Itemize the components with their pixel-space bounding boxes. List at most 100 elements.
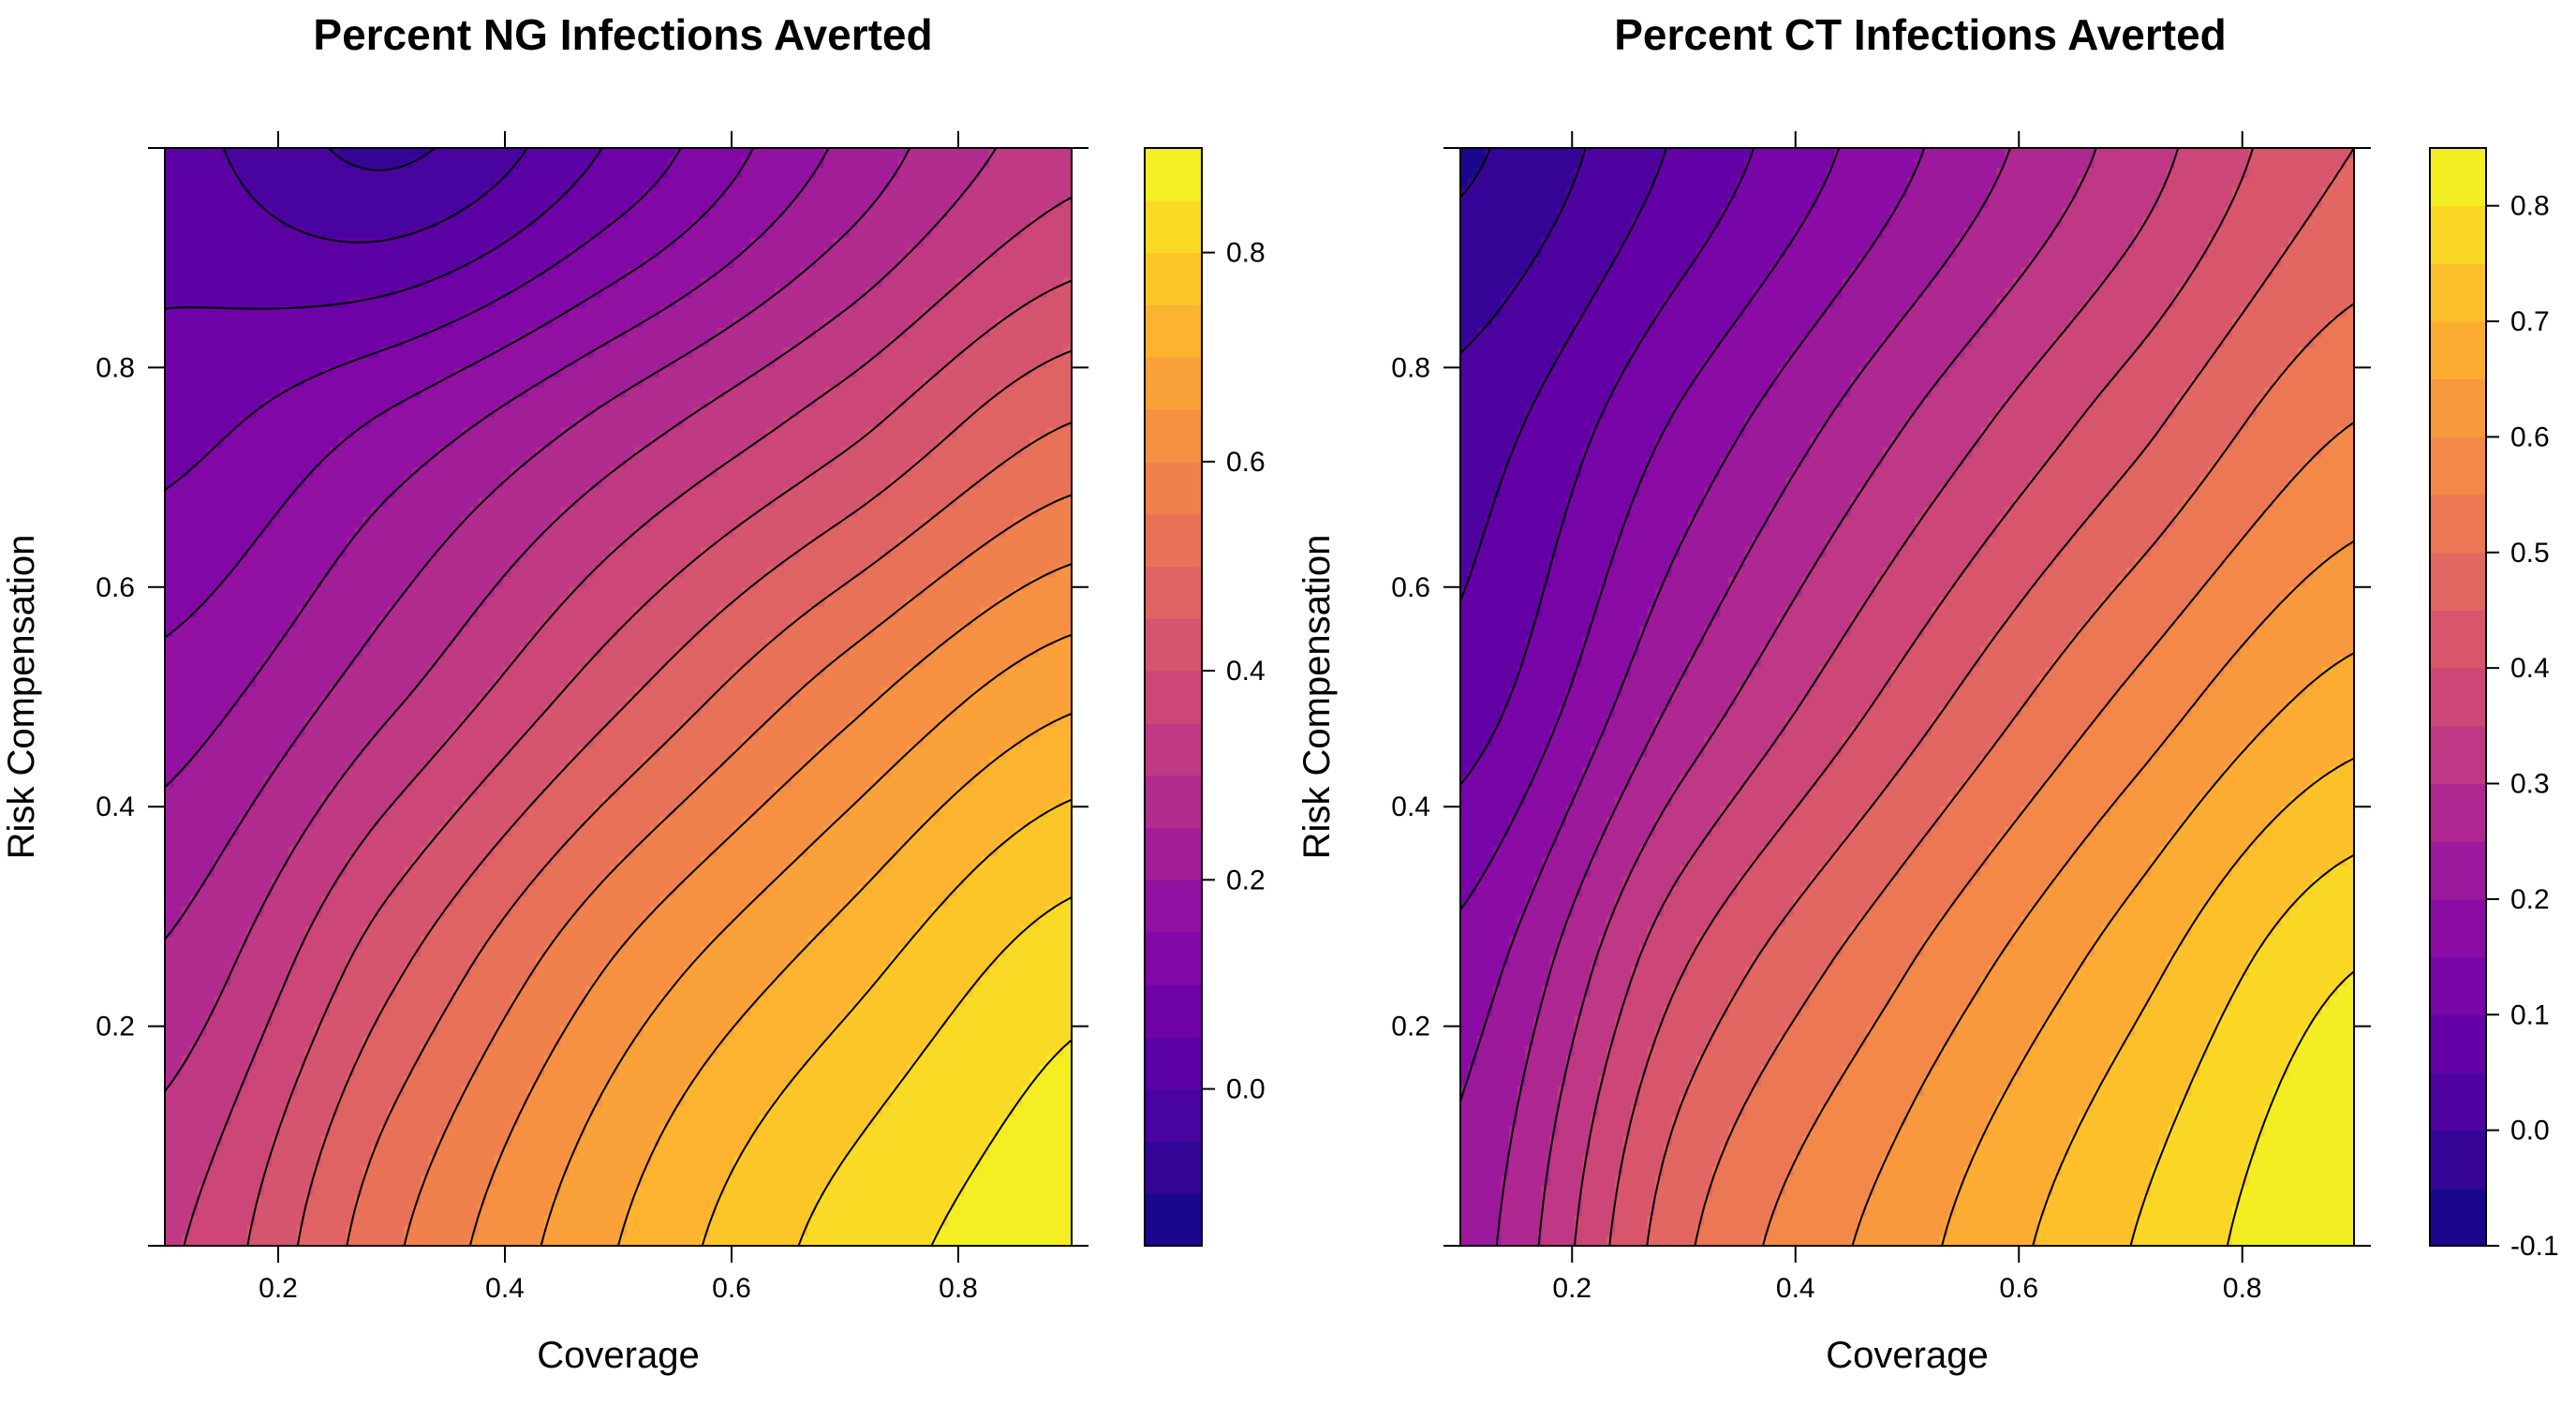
contour-cell [998, 437, 1006, 448]
contour-cell [404, 437, 412, 448]
contour-cell [503, 158, 511, 169]
contour-cell [189, 238, 198, 248]
contour-cell [297, 508, 305, 518]
contour-cell [594, 178, 602, 188]
contour-cell [890, 218, 898, 229]
contour-cell [643, 508, 651, 518]
contour-cell [709, 158, 718, 169]
contour-cell [1055, 268, 1063, 278]
contour-cell [965, 497, 973, 508]
contour-cell [890, 158, 898, 169]
contour-cell [965, 218, 973, 229]
contour-cell [924, 348, 932, 358]
contour-cell [1047, 418, 1056, 428]
contour-cell [470, 467, 479, 478]
contour-cell [165, 258, 173, 268]
contour-cell [1039, 418, 1047, 428]
contour-cell [247, 348, 256, 358]
contour-cell [924, 467, 932, 478]
contour-cell [775, 228, 783, 238]
contour-cell [585, 188, 594, 199]
contour-cell [536, 298, 544, 308]
contour-cell [544, 248, 553, 259]
contour-cell [931, 377, 940, 388]
contour-cell [470, 238, 479, 248]
contour-cell [610, 587, 618, 598]
contour-cell [989, 298, 998, 308]
contour-cell [981, 527, 989, 538]
contour-cell [857, 307, 866, 318]
contour-cell [445, 597, 453, 607]
contour-cell [684, 457, 692, 467]
contour-cell [725, 178, 733, 188]
contour-cell [833, 437, 841, 448]
contour-cell [215, 478, 223, 488]
contour-cell [321, 337, 330, 348]
contour-cell [824, 497, 833, 508]
contour-cell [1006, 258, 1014, 268]
contour-cell [560, 497, 569, 508]
contour-cell [297, 238, 305, 248]
contour-cell [453, 278, 462, 288]
contour-cell [305, 218, 314, 229]
contour-cell [536, 337, 544, 348]
contour-cell [989, 228, 998, 238]
contour-cell [206, 258, 215, 268]
contour-cell [668, 168, 676, 178]
contour-cell [437, 487, 445, 497]
contour-cell [783, 457, 792, 467]
contour-cell [354, 388, 363, 398]
contour-cell [915, 418, 924, 428]
contour-cell [907, 538, 915, 548]
contour-cell [833, 388, 841, 398]
contour-cell [775, 448, 783, 458]
contour-cell [330, 577, 338, 587]
contour-cell [1022, 587, 1030, 598]
contour-cell [725, 248, 733, 259]
contour-cell [553, 407, 561, 418]
contour-cell [305, 457, 314, 467]
contour-cell [256, 328, 264, 338]
contour-cell [833, 397, 841, 407]
contour-cell [1047, 377, 1056, 388]
contour-cell [643, 178, 651, 188]
contour-cell [239, 208, 247, 218]
contour-cell [635, 148, 644, 158]
contour-cell [371, 427, 379, 437]
contour-cell [709, 228, 718, 238]
contour-cell [577, 508, 585, 518]
contour-cell [1055, 467, 1063, 478]
contour-cell [223, 418, 231, 428]
contour-cell [841, 547, 850, 557]
contour-cell [577, 587, 585, 598]
contour-cell [395, 188, 404, 199]
contour-cell [173, 318, 182, 328]
contour-cell [495, 198, 503, 208]
contour-cell [1055, 557, 1063, 568]
contour-cell [668, 538, 676, 548]
contour-cell [882, 218, 891, 229]
contour-cell [527, 457, 536, 467]
contour-cell [601, 208, 610, 218]
contour-cell [371, 467, 379, 478]
contour-cell [800, 307, 808, 318]
contour-cell [718, 298, 726, 308]
contour-cell [882, 527, 891, 538]
contour-cell [610, 258, 618, 268]
contour-cell [775, 377, 783, 388]
contour-cell [206, 577, 215, 587]
contour-cell [577, 538, 585, 548]
contour-cell [470, 188, 479, 199]
contour-cell [297, 178, 305, 188]
contour-cell [972, 288, 981, 298]
contour-cell [338, 397, 347, 407]
contour-cell [280, 487, 289, 497]
contour-cell [684, 238, 692, 248]
contour-cell [635, 487, 644, 497]
contour-cell [577, 158, 585, 169]
contour-cell [495, 337, 503, 348]
contour-cell [297, 358, 305, 368]
contour-cell [668, 337, 676, 348]
contour-cell [264, 278, 273, 288]
contour-cell [833, 508, 841, 518]
